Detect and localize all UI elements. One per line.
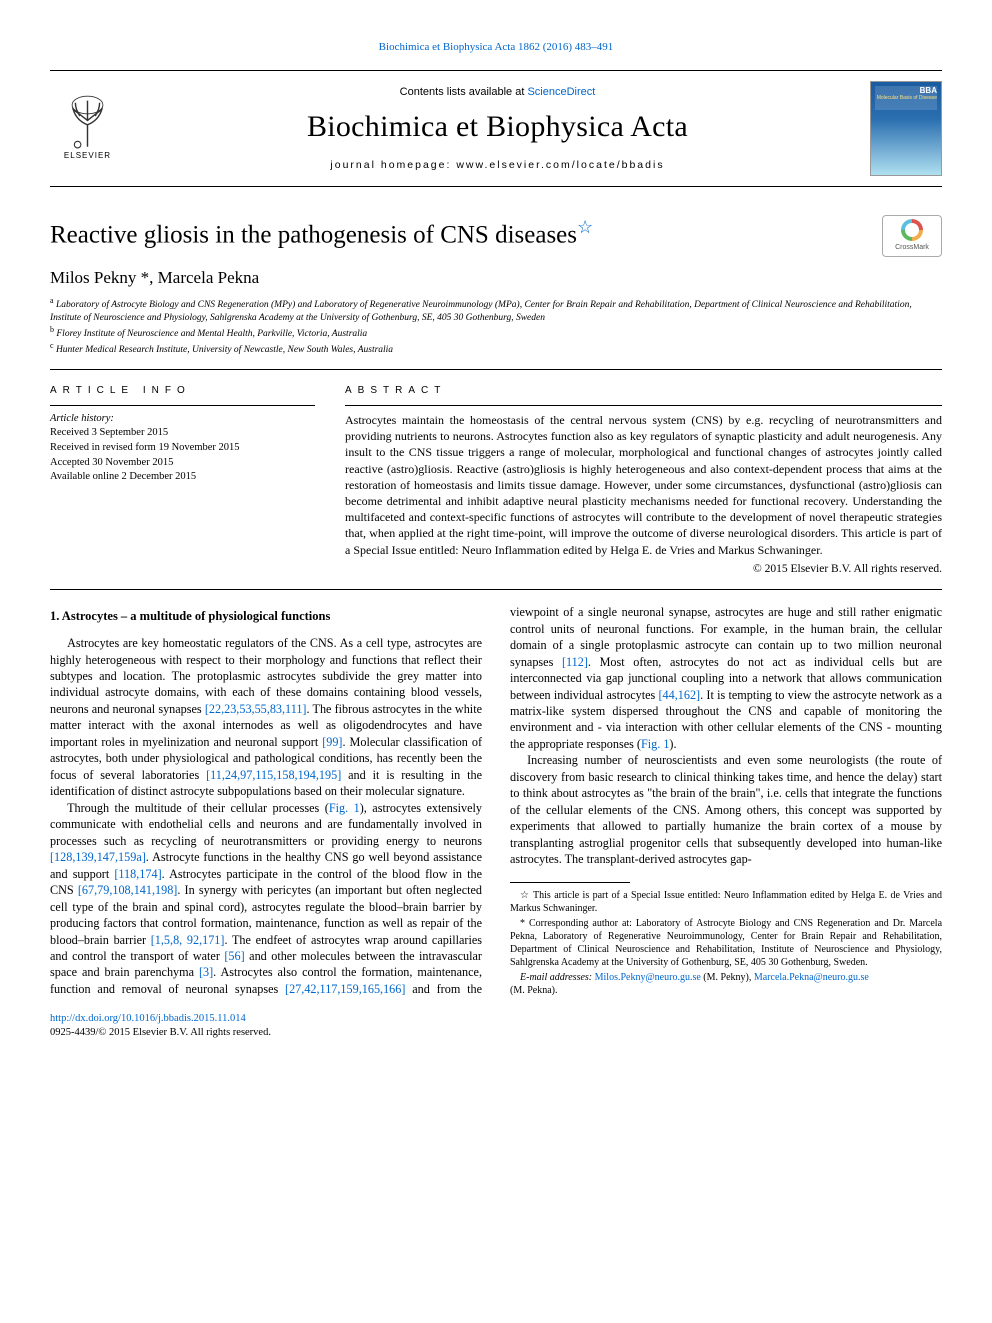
citation-link[interactable]: [112] (562, 655, 588, 669)
footnote-star-text: This article is part of a Special Issue … (510, 890, 942, 914)
sciencedirect-link[interactable]: ScienceDirect (527, 86, 595, 98)
citation-link[interactable]: [27,42,117,159,165,166] (285, 982, 405, 996)
author-list: Milos Pekny *, Marcela Pekna (50, 267, 942, 290)
citation-link[interactable]: [128,139,147,159a] (50, 850, 146, 864)
citation-link[interactable]: [22,23,53,55,83,111] (205, 702, 307, 716)
revised-date: Received in revised form 19 November 201… (50, 441, 315, 456)
footnote-star: ☆ This article is part of a Special Issu… (510, 889, 942, 915)
email-label: E-mail addresses: (520, 972, 595, 983)
authors-text: Milos Pekny *, Marcela Pekna (50, 268, 259, 287)
crossmark-icon (901, 219, 923, 241)
affiliation-a: a Laboratory of Astrocyte Biology and CN… (50, 296, 942, 325)
doi-block: http://dx.doi.org/10.1016/j.bbadis.2015.… (50, 1012, 942, 1040)
star-icon: ☆ (520, 890, 533, 901)
citation-link[interactable]: [11,24,97,115,158,194,195] (206, 768, 341, 782)
info-divider (50, 405, 315, 406)
figure-link[interactable]: Fig. 1 (641, 737, 669, 751)
citation-link[interactable]: [118,174] (114, 867, 161, 881)
title-footnote-star-icon: ☆ (577, 217, 593, 237)
history-dates: Received 3 September 2015 Received in re… (50, 426, 315, 485)
citation-link[interactable]: Biochimica et Biophysica Acta 1862 (2016… (379, 41, 614, 53)
elsevier-logo: ELSEVIER (50, 86, 125, 171)
header-center: Contents lists available at ScienceDirec… (125, 85, 870, 173)
citation-line: Biochimica et Biophysica Acta 1862 (2016… (50, 40, 942, 55)
citation-link[interactable]: [56] (224, 949, 244, 963)
footnote-separator (510, 882, 630, 883)
title-row: Reactive gliosis in the pathogenesis of … (50, 215, 942, 257)
footnote-emails: E-mail addresses: Milos.Pekny@neuro.gu.s… (510, 971, 942, 997)
contents-available-line: Contents lists available at ScienceDirec… (125, 85, 870, 100)
body-two-column: 1. Astrocytes – a multitude of physiolog… (50, 604, 942, 998)
info-abstract-row: ARTICLE INFO Article history: Received 3… (50, 384, 942, 578)
footnote-block: ☆ This article is part of a Special Issu… (510, 882, 942, 997)
body-text: Through the multitude of their cellular … (67, 801, 329, 815)
affiliation-c-text: Hunter Medical Research Institute, Unive… (56, 345, 393, 355)
abstract-divider (345, 405, 942, 406)
article-info-column: ARTICLE INFO Article history: Received 3… (50, 384, 315, 578)
homepage-url: www.elsevier.com/locate/bbadis (456, 159, 664, 171)
citation-link[interactable]: [1,5,8, 92,171] (151, 933, 225, 947)
email-link[interactable]: Milos.Pekny@neuro.gu.se (595, 972, 701, 983)
history-label: Article history: (50, 412, 315, 426)
figure-link[interactable]: Fig. 1 (329, 801, 360, 815)
citation-link[interactable]: [44,162] (658, 688, 700, 702)
footnote-corr-text: Corresponding author at: Laboratory of A… (510, 918, 942, 968)
contents-prefix: Contents lists available at (400, 86, 528, 98)
body-text: ). (669, 737, 676, 751)
affiliation-b-text: Florey Institute of Neuroscience and Men… (56, 329, 367, 339)
issn-copyright: 0925-4439/© 2015 Elsevier B.V. All right… (50, 1027, 271, 1038)
elsevier-wordmark: ELSEVIER (64, 151, 111, 162)
email-owner: (M. Pekny), (701, 972, 754, 983)
citation-link[interactable]: [99] (322, 735, 342, 749)
abstract-column: ABSTRACT Astrocytes maintain the homeost… (345, 384, 942, 578)
body-paragraph: Astrocytes are key homeostatic regulator… (50, 635, 482, 800)
elsevier-tree-icon (60, 94, 115, 149)
online-date: Available online 2 December 2015 (50, 470, 315, 485)
journal-name: Biochimica et Biophysica Acta (125, 107, 870, 148)
divider (50, 589, 942, 590)
article-title: Reactive gliosis in the pathogenesis of … (50, 215, 872, 252)
email-link[interactable]: Marcela.Pekna@neuro.gu.se (754, 972, 869, 983)
doi-link[interactable]: http://dx.doi.org/10.1016/j.bbadis.2015.… (50, 1013, 246, 1024)
citation-link[interactable]: [3] (199, 965, 213, 979)
copyright-line: © 2015 Elsevier B.V. All rights reserved… (345, 562, 942, 578)
homepage-label: journal homepage: (330, 159, 456, 171)
footnotes: ☆ This article is part of a Special Issu… (510, 889, 942, 997)
cover-bba-text: BBA (920, 86, 937, 97)
affiliation-c: c Hunter Medical Research Institute, Uni… (50, 341, 942, 357)
email-owner: (M. Pekna). (510, 985, 558, 996)
asterisk-icon: * (520, 918, 529, 929)
footnote-corresponding: * Corresponding author at: Laboratory of… (510, 917, 942, 969)
abstract-text: Astrocytes maintain the homeostasis of t… (345, 412, 942, 558)
accepted-date: Accepted 30 November 2015 (50, 456, 315, 471)
affiliations: a Laboratory of Astrocyte Biology and CN… (50, 296, 942, 357)
citation-link[interactable]: [67,79,108,141,198] (78, 883, 178, 897)
divider (50, 369, 942, 370)
title-text: Reactive gliosis in the pathogenesis of … (50, 221, 577, 248)
body-paragraph: Increasing number of neuroscientists and… (510, 752, 942, 867)
affiliation-a-text: Laboratory of Astrocyte Biology and CNS … (50, 300, 912, 323)
crossmark-badge[interactable]: CrossMark (882, 215, 942, 257)
journal-cover-thumbnail: BBA Molecular Basis of Disease (870, 81, 942, 176)
received-date: Received 3 September 2015 (50, 426, 315, 441)
cover-subtitle: Molecular Basis of Disease (877, 96, 937, 102)
section-1-heading: 1. Astrocytes – a multitude of physiolog… (50, 608, 482, 625)
abstract-heading: ABSTRACT (345, 384, 942, 398)
crossmark-label: CrossMark (895, 243, 929, 252)
journal-homepage: journal homepage: www.elsevier.com/locat… (125, 158, 870, 172)
journal-header: ELSEVIER Contents lists available at Sci… (50, 70, 942, 187)
affiliation-b: b Florey Institute of Neuroscience and M… (50, 325, 942, 341)
article-info-heading: ARTICLE INFO (50, 384, 315, 398)
